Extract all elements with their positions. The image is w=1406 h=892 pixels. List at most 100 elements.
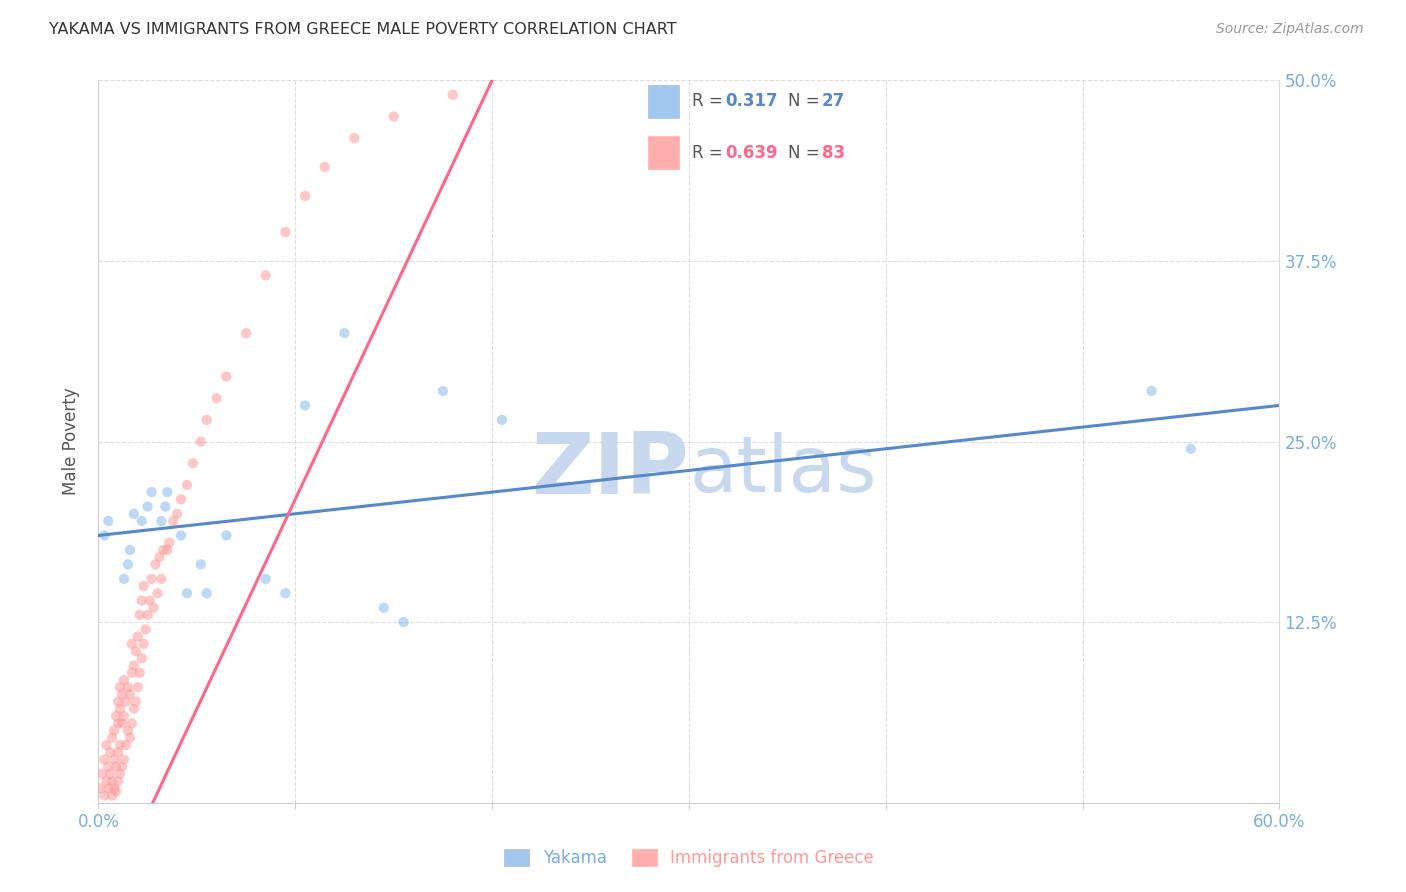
Point bbox=[117, 558, 139, 572]
Point bbox=[181, 456, 204, 470]
Point bbox=[150, 514, 173, 528]
Bar bbox=[648, 85, 679, 119]
Point bbox=[111, 716, 134, 731]
Point bbox=[107, 695, 129, 709]
Point bbox=[195, 586, 218, 600]
Point bbox=[93, 528, 115, 542]
Point bbox=[136, 607, 159, 622]
Point bbox=[128, 607, 150, 622]
Point bbox=[96, 738, 118, 752]
Point bbox=[107, 774, 129, 789]
Point bbox=[141, 485, 163, 500]
Point bbox=[491, 413, 513, 427]
Point bbox=[162, 514, 184, 528]
Point bbox=[157, 535, 180, 549]
Text: 83: 83 bbox=[821, 144, 845, 161]
Point bbox=[108, 702, 131, 716]
Point bbox=[432, 384, 454, 398]
Point bbox=[122, 702, 145, 716]
Point bbox=[122, 658, 145, 673]
Point bbox=[152, 542, 174, 557]
Point bbox=[127, 680, 149, 694]
Point bbox=[103, 723, 125, 738]
Point bbox=[108, 680, 131, 694]
Point bbox=[127, 630, 149, 644]
Text: 0.317: 0.317 bbox=[725, 93, 778, 111]
Point bbox=[170, 528, 193, 542]
Point bbox=[195, 413, 218, 427]
Point bbox=[274, 586, 297, 600]
Point bbox=[97, 760, 120, 774]
Text: ZIP: ZIP bbox=[531, 429, 689, 512]
Point bbox=[235, 326, 257, 340]
Point bbox=[274, 225, 297, 239]
Point bbox=[107, 716, 129, 731]
Point bbox=[1180, 442, 1202, 456]
Text: YAKAMA VS IMMIGRANTS FROM GREECE MALE POVERTY CORRELATION CHART: YAKAMA VS IMMIGRANTS FROM GREECE MALE PO… bbox=[49, 22, 676, 37]
Point bbox=[118, 542, 141, 557]
Point bbox=[294, 398, 316, 412]
Point bbox=[148, 550, 170, 565]
Point bbox=[343, 131, 366, 145]
Point bbox=[294, 189, 316, 203]
Point bbox=[132, 579, 155, 593]
Point bbox=[136, 500, 159, 514]
Point bbox=[131, 514, 153, 528]
Point bbox=[108, 767, 131, 781]
Bar bbox=[648, 136, 679, 169]
Point bbox=[115, 738, 138, 752]
Legend: Yakama, Immigrants from Greece: Yakama, Immigrants from Greece bbox=[498, 842, 880, 874]
Point bbox=[131, 651, 153, 665]
Point bbox=[89, 781, 111, 796]
Point bbox=[176, 478, 198, 492]
Point bbox=[145, 558, 167, 572]
Point bbox=[101, 731, 124, 745]
Point bbox=[146, 586, 169, 600]
Point bbox=[117, 680, 139, 694]
Point bbox=[101, 789, 124, 803]
Point bbox=[176, 586, 198, 600]
Point bbox=[115, 695, 138, 709]
Point bbox=[142, 600, 165, 615]
Point bbox=[170, 492, 193, 507]
Point bbox=[128, 665, 150, 680]
Point bbox=[93, 789, 115, 803]
Point bbox=[108, 738, 131, 752]
Point bbox=[215, 369, 238, 384]
Point bbox=[91, 767, 114, 781]
Point bbox=[103, 752, 125, 766]
Point bbox=[112, 752, 135, 766]
Point bbox=[441, 87, 464, 102]
Point bbox=[1140, 384, 1163, 398]
Point bbox=[97, 514, 120, 528]
Point bbox=[135, 623, 157, 637]
Point bbox=[98, 745, 121, 759]
Point bbox=[156, 485, 179, 500]
Point bbox=[254, 268, 277, 283]
Point bbox=[156, 542, 179, 557]
Point bbox=[97, 781, 120, 796]
Text: N =: N = bbox=[787, 93, 825, 111]
Point bbox=[96, 774, 118, 789]
Point bbox=[101, 774, 124, 789]
Text: 27: 27 bbox=[821, 93, 845, 111]
Point bbox=[105, 784, 128, 798]
Point bbox=[132, 637, 155, 651]
Point bbox=[112, 673, 135, 687]
Point bbox=[121, 665, 143, 680]
Point bbox=[166, 507, 188, 521]
Point bbox=[117, 723, 139, 738]
Point bbox=[103, 781, 125, 796]
Point bbox=[112, 572, 135, 586]
Point bbox=[314, 160, 336, 174]
Point bbox=[190, 558, 212, 572]
Point bbox=[125, 695, 148, 709]
Point bbox=[131, 593, 153, 607]
Point bbox=[121, 637, 143, 651]
Point bbox=[111, 760, 134, 774]
Point bbox=[215, 528, 238, 542]
Point bbox=[118, 687, 141, 701]
Point bbox=[155, 500, 177, 514]
Point bbox=[98, 767, 121, 781]
Text: atlas: atlas bbox=[689, 433, 876, 508]
